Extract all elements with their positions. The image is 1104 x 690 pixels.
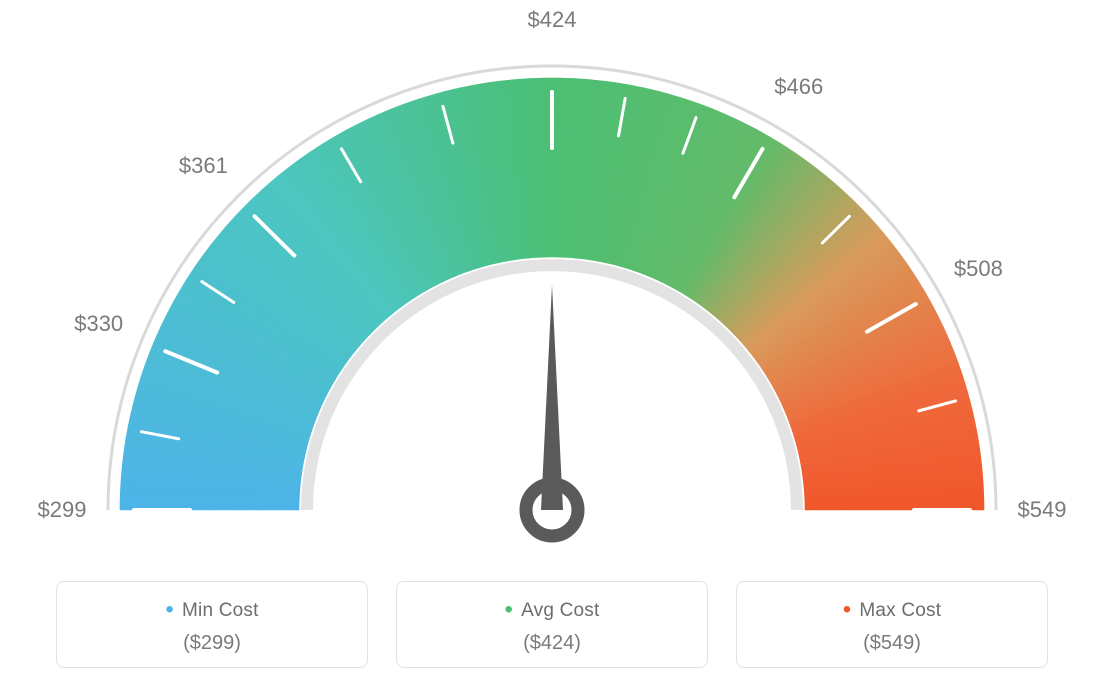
- gauge-tick-label: $299: [38, 497, 87, 523]
- gauge-needle: [541, 285, 563, 510]
- legend-row: Min Cost ($299) Avg Cost ($424) Max Cost…: [0, 581, 1104, 668]
- legend-card-avg: Avg Cost ($424): [396, 581, 708, 668]
- gauge-tick-label: $424: [528, 7, 577, 33]
- legend-card-max: Max Cost ($549): [736, 581, 1048, 668]
- gauge-tick-label: $508: [954, 256, 1003, 282]
- legend-avg-label: Avg Cost: [397, 596, 707, 624]
- gauge-svg: [0, 0, 1104, 560]
- legend-min-label: Min Cost: [57, 596, 367, 624]
- legend-min-value: ($299): [57, 632, 367, 655]
- legend-card-min: Min Cost ($299): [56, 581, 368, 668]
- gauge-tick-label: $549: [1018, 497, 1067, 523]
- gauge-tick-label: $330: [74, 311, 123, 337]
- legend-max-label: Max Cost: [737, 596, 1047, 624]
- gauge-tick-label: $361: [179, 153, 228, 179]
- gauge-tick-label: $466: [774, 74, 823, 100]
- legend-avg-value: ($424): [397, 632, 707, 655]
- gauge-chart-container: Min Cost ($299) Avg Cost ($424) Max Cost…: [0, 0, 1104, 690]
- legend-max-value: ($549): [737, 632, 1047, 655]
